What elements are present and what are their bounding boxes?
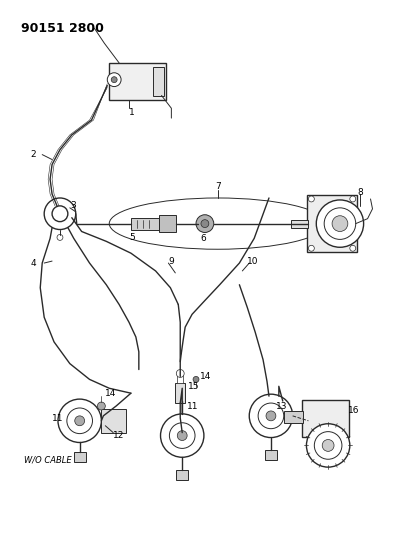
Circle shape	[169, 423, 195, 448]
Text: 5: 5	[129, 233, 135, 242]
Text: 7: 7	[215, 182, 221, 191]
Circle shape	[52, 206, 68, 222]
Bar	[177, 375, 183, 383]
Text: 3: 3	[70, 201, 76, 211]
Text: 9: 9	[168, 256, 174, 265]
Bar	[284, 411, 303, 423]
Text: 13: 13	[276, 401, 287, 410]
Text: W/O CABLE: W/O CABLE	[24, 456, 72, 465]
Bar	[74, 453, 85, 462]
Bar	[109, 63, 166, 100]
Bar	[158, 215, 176, 232]
Circle shape	[97, 402, 105, 410]
Text: 14: 14	[105, 389, 117, 398]
Bar	[291, 220, 309, 228]
Circle shape	[193, 376, 199, 382]
Circle shape	[160, 414, 204, 457]
Circle shape	[111, 77, 117, 83]
Bar	[176, 470, 188, 480]
Circle shape	[266, 411, 276, 421]
Bar	[152, 67, 164, 96]
Text: 12: 12	[113, 431, 125, 440]
Circle shape	[322, 440, 334, 451]
Circle shape	[314, 432, 342, 459]
Circle shape	[324, 208, 356, 239]
Circle shape	[258, 403, 284, 429]
FancyBboxPatch shape	[303, 400, 349, 437]
Text: 1: 1	[129, 108, 135, 117]
Circle shape	[57, 235, 63, 240]
Circle shape	[309, 196, 314, 202]
Text: 14: 14	[200, 372, 211, 381]
Text: 11: 11	[52, 414, 63, 423]
Text: 11: 11	[187, 401, 199, 410]
Text: 2: 2	[30, 150, 36, 159]
Circle shape	[58, 399, 101, 442]
Circle shape	[350, 196, 356, 202]
Bar	[175, 383, 185, 403]
Bar	[265, 450, 277, 460]
Bar	[131, 217, 158, 230]
Circle shape	[201, 220, 209, 228]
Circle shape	[67, 408, 93, 434]
Circle shape	[176, 369, 184, 377]
Circle shape	[107, 73, 121, 86]
Circle shape	[44, 198, 76, 230]
Circle shape	[350, 245, 356, 251]
Text: 15: 15	[188, 382, 200, 391]
Circle shape	[196, 215, 214, 232]
Circle shape	[309, 245, 314, 251]
Circle shape	[249, 394, 293, 438]
Text: 6: 6	[200, 234, 206, 243]
Circle shape	[316, 200, 364, 247]
Text: 10: 10	[247, 256, 259, 265]
Bar	[101, 409, 126, 433]
Circle shape	[177, 431, 187, 440]
Circle shape	[75, 416, 85, 426]
Text: 90151 2800: 90151 2800	[20, 21, 103, 35]
Text: 16: 16	[348, 407, 359, 415]
Circle shape	[307, 424, 350, 467]
Text: 8: 8	[358, 188, 363, 197]
Circle shape	[332, 216, 348, 231]
FancyBboxPatch shape	[307, 195, 357, 252]
Text: 4: 4	[30, 259, 36, 268]
